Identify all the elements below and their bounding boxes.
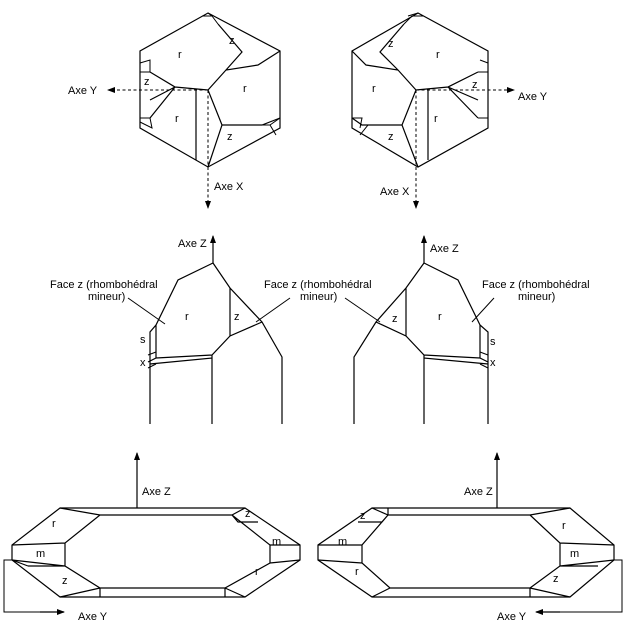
corner-facets [139,12,281,136]
axis-z-label: Axe Z [430,243,459,255]
corner-facets [352,12,489,136]
face-label-r: r [438,311,442,323]
middle-right-crystal: Axe Z Face z (rhombohédral mineur) z r s… [344,235,590,424]
middle-left-crystal: Axe Z Face z (rhombohédral mineur) Face … [50,235,372,424]
face-label-z: z [234,311,240,323]
face-label-z: z [229,35,235,47]
face-boundaries [351,23,479,168]
face-label-m: m [272,536,281,548]
face-label-z: z [553,573,559,585]
face-z-caption-line1: Face z (rhombohédral [50,279,158,291]
face-label-r: r [175,113,179,125]
crystal-outline [353,262,489,424]
axis-z-label: Axe Z [178,238,207,250]
face-label-r: r [243,83,247,95]
axis-z-label: Axe Z [142,486,171,498]
face-label-r: r [434,113,438,125]
face-boundaries [11,507,301,598]
axis-y-bracket [536,559,623,613]
leader-line [127,297,166,325]
face-label-x: x [490,357,496,369]
face-boundaries [317,507,615,598]
axis-y-label: Axe Y [78,611,108,623]
face-label-s: s [140,334,146,346]
face-label-s: s [490,336,496,348]
face-label-z: z [360,510,366,522]
axis-x-label: Axe X [380,186,410,198]
leader-line [344,297,381,323]
axis-y-label: Axe Y [497,611,527,623]
face-z-caption-line2: mineur) [300,291,337,303]
face-z-caption-line2: mineur) [518,291,555,303]
face-boundaries [149,23,281,168]
face-label-z: z [227,131,233,143]
top-left-basal-view: Axe Y Axe X r z r z r z [68,12,281,209]
face-z-caption-line1: Face z (rhombohédral [264,279,372,291]
face-z-caption-line2: mineur) [88,291,125,303]
axis-z-label: Axe Z [464,486,493,498]
face-label-z: z [388,38,394,50]
face-label-z: z [472,79,478,91]
face-label-m: m [338,536,347,548]
face-label-r: r [255,566,259,578]
face-label-z: z [245,508,251,520]
face-label-r: r [178,49,182,61]
face-label-r: r [372,83,376,95]
leader-line [471,297,495,323]
face-label-z: z [144,76,150,88]
axis-y-label: Axe Y [518,91,548,103]
small-facets [147,351,157,369]
face-label-r: r [355,566,359,578]
face-label-z: z [392,313,398,325]
crystal-outline [147,262,283,424]
leader-line [255,297,291,323]
face-label-r: r [185,311,189,323]
face-z-caption-line1: Face z (rhombohédral [482,279,590,291]
face-label-z: z [62,575,68,587]
face-label-r: r [436,49,440,61]
face-label-z: z [388,131,394,143]
bottom-left-section: Axe Z Axe Y r m z z m r [3,452,301,623]
axis-y-bracket [3,559,64,613]
face-label-m: m [570,548,579,560]
face-label-r: r [562,520,566,532]
bottom-right-section: Axe Z Axe Y z m r r m z [317,452,623,623]
axis-x-label: Axe X [214,181,244,193]
face-label-r: r [52,518,56,530]
face-label-m: m [36,548,45,560]
small-facets [479,351,489,369]
top-right-basal-view: Axe Y Axe X z r r z z r [351,12,548,209]
face-label-x: x [140,357,146,369]
axis-y-label: Axe Y [68,85,98,97]
